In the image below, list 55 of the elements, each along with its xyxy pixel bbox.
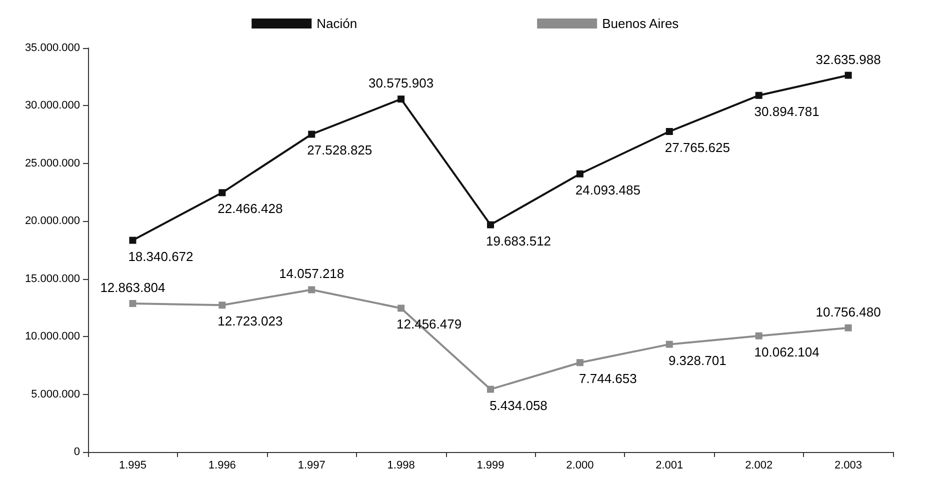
y-tick-label: 5.000.000 <box>31 388 80 400</box>
y-tick-label: 0 <box>74 446 80 458</box>
legend-label: Nación <box>316 16 358 31</box>
data-label: 7.744.653 <box>579 371 637 386</box>
y-tick-label: 15.000.000 <box>24 272 80 285</box>
data-label: 30.575.903 <box>368 76 434 91</box>
y-tick-label: 10.000.000 <box>24 330 80 343</box>
point <box>844 324 852 332</box>
data-label: 32.635.988 <box>816 52 881 67</box>
y-tick-label: 20.000.000 <box>24 215 80 228</box>
x-tick-label: 1.997 <box>298 460 326 472</box>
data-label: 18.340.672 <box>128 248 194 264</box>
point <box>844 72 852 79</box>
data-label: 14.057.218 <box>279 266 344 282</box>
x-tick-label: 1.996 <box>208 460 236 472</box>
data-label: 24.093.485 <box>575 182 640 198</box>
data-label: 10.062.104 <box>754 344 820 360</box>
data-label: 10.756.480 <box>816 304 881 320</box>
point <box>576 170 584 178</box>
data-label: 19.683.512 <box>486 233 552 248</box>
y-tick-label: 30.000.000 <box>24 100 80 112</box>
y-tick-label: 25.000.000 <box>24 157 80 170</box>
data-label: 12.456.479 <box>396 316 462 332</box>
point <box>129 300 136 308</box>
point <box>398 304 405 312</box>
point <box>308 286 316 294</box>
point <box>487 221 494 228</box>
y-tick-label: 35.000.000 <box>24 42 80 54</box>
data-label: 5.434.058 <box>490 398 548 413</box>
x-tick-label: 1.999 <box>476 460 504 472</box>
data-label: 9.328.701 <box>668 352 726 368</box>
point <box>487 386 494 393</box>
point <box>755 332 762 340</box>
data-label: 30.894.781 <box>754 104 820 119</box>
data-label: 12.723.023 <box>218 314 283 329</box>
x-tick-label: 2.003 <box>834 460 862 472</box>
x-tick-label: 2.002 <box>745 460 773 472</box>
data-label: 27.528.825 <box>307 142 372 158</box>
point <box>755 92 762 99</box>
data-label: 27.765.625 <box>664 140 730 156</box>
data-label: 22.466.428 <box>218 201 283 216</box>
x-tick-label: 1.995 <box>118 460 146 472</box>
point <box>576 359 584 366</box>
data-label: 12.863.804 <box>100 280 166 296</box>
point <box>218 302 226 309</box>
point <box>666 340 673 348</box>
point <box>129 236 136 244</box>
x-tick-label: 1.998 <box>387 460 415 472</box>
point <box>218 189 226 196</box>
point <box>666 128 673 136</box>
point <box>398 96 405 103</box>
legend-label: Buenos Aires <box>602 16 680 31</box>
x-tick-label: 2.000 <box>566 460 594 472</box>
point <box>308 130 316 138</box>
x-tick-label: 2.001 <box>656 460 684 472</box>
